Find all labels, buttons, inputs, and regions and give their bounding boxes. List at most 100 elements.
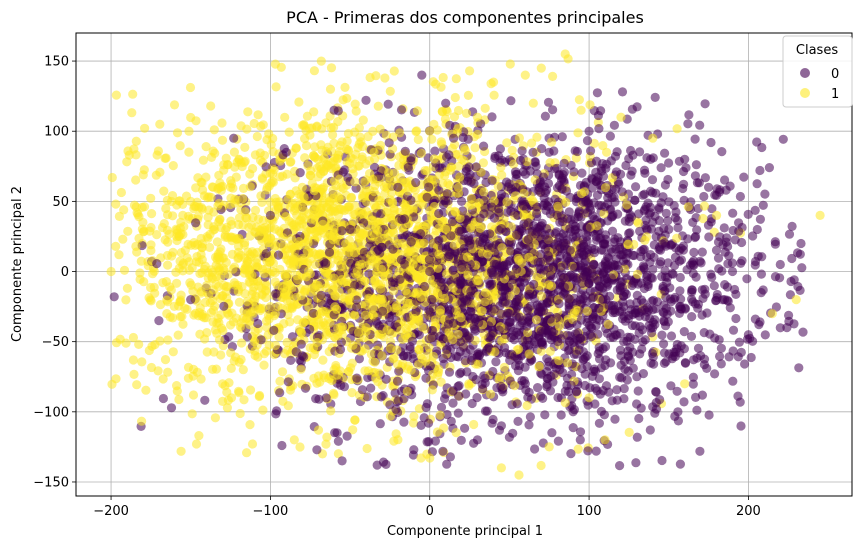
point-class-0 (515, 241, 526, 251)
point-class-1 (342, 144, 352, 154)
point-class-1 (159, 186, 169, 196)
point-class-0 (427, 294, 437, 305)
point-class-0 (711, 245, 722, 255)
point-class-1 (350, 99, 360, 109)
point-class-0 (571, 387, 582, 397)
point-class-1 (366, 349, 376, 359)
point-class-1 (624, 427, 634, 437)
point-class-1 (218, 263, 229, 273)
point-class-0 (242, 332, 252, 342)
point-class-0 (720, 247, 730, 257)
scatter-points (106, 49, 825, 480)
point-class-0 (571, 349, 582, 359)
point-class-0 (423, 418, 434, 428)
point-class-0 (657, 272, 667, 282)
point-class-1 (236, 338, 247, 348)
point-class-1 (176, 290, 186, 300)
point-class-1 (600, 183, 611, 193)
point-class-1 (254, 281, 264, 291)
point-class-0 (596, 106, 606, 116)
point-class-1 (229, 147, 239, 157)
point-class-0 (718, 240, 728, 250)
point-class-0 (273, 250, 284, 260)
point-class-1 (182, 253, 192, 263)
point-class-1 (127, 108, 137, 118)
point-class-1 (227, 220, 237, 230)
point-class-1 (326, 406, 336, 416)
point-class-1 (536, 291, 547, 301)
point-class-1 (428, 77, 438, 87)
point-class-1 (174, 301, 184, 311)
point-class-0 (716, 359, 726, 369)
point-class-0 (579, 270, 590, 280)
point-class-0 (305, 324, 315, 334)
point-class-1 (427, 385, 437, 395)
point-class-1 (280, 112, 290, 122)
point-class-1 (309, 373, 319, 383)
point-class-1 (470, 143, 480, 153)
point-class-0 (592, 88, 603, 98)
point-class-1 (315, 161, 325, 172)
point-class-1 (362, 443, 372, 454)
point-class-0 (512, 294, 522, 305)
point-class-1 (247, 306, 257, 317)
point-class-1 (347, 358, 357, 368)
point-class-1 (229, 356, 239, 366)
point-class-0 (700, 289, 710, 299)
point-class-1 (116, 187, 126, 198)
point-class-0 (513, 355, 523, 365)
point-class-0 (757, 252, 767, 262)
point-class-1 (264, 129, 274, 139)
point-class-1 (430, 318, 440, 328)
point-class-0 (748, 231, 758, 241)
point-class-1 (285, 259, 295, 269)
point-class-0 (200, 395, 210, 405)
point-class-0 (479, 209, 489, 219)
point-class-1 (226, 393, 237, 403)
point-class-0 (571, 275, 582, 285)
point-class-1 (527, 195, 537, 205)
point-class-0 (654, 216, 664, 226)
point-class-1 (574, 95, 585, 105)
point-class-0 (663, 258, 673, 268)
point-class-1 (319, 228, 329, 238)
point-class-1 (480, 103, 490, 113)
point-class-1 (495, 372, 505, 382)
point-class-0 (793, 248, 803, 258)
point-class-0 (445, 120, 455, 130)
point-class-1 (360, 310, 370, 320)
point-class-1 (300, 153, 310, 163)
point-class-0 (661, 357, 671, 367)
point-class-0 (523, 303, 533, 313)
point-class-1 (298, 120, 308, 130)
point-class-0 (407, 336, 418, 346)
point-class-1 (136, 256, 146, 266)
point-class-1 (360, 276, 370, 286)
point-class-0 (312, 445, 322, 455)
point-class-0 (690, 171, 701, 181)
point-class-0 (629, 250, 639, 261)
point-class-0 (770, 239, 781, 249)
point-class-0 (631, 458, 641, 468)
point-class-1 (295, 442, 305, 452)
point-class-0 (661, 208, 671, 218)
point-class-1 (336, 218, 346, 228)
point-class-1 (438, 72, 448, 83)
point-class-0 (559, 282, 570, 292)
point-class-0 (590, 399, 600, 409)
point-class-1 (532, 132, 542, 142)
point-class-1 (473, 129, 483, 139)
point-class-0 (591, 446, 601, 456)
point-class-1 (368, 310, 378, 320)
point-class-1 (205, 242, 215, 252)
point-class-0 (661, 303, 671, 314)
point-class-1 (226, 363, 236, 373)
point-class-1 (424, 343, 434, 353)
point-class-0 (632, 432, 642, 442)
point-class-0 (756, 269, 767, 279)
point-class-1 (487, 222, 497, 232)
point-class-1 (115, 334, 125, 344)
point-class-1 (633, 218, 644, 228)
point-class-0 (599, 410, 610, 420)
point-class-0 (647, 188, 658, 198)
